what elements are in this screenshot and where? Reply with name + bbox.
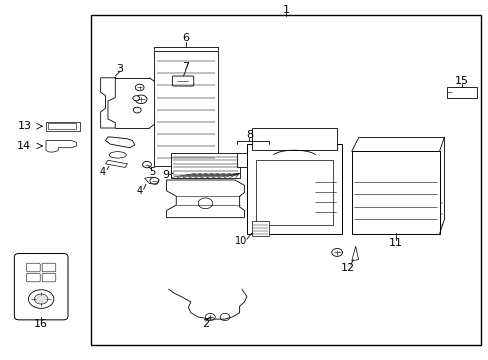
Polygon shape [351,246,358,261]
Circle shape [135,95,147,104]
Text: 16: 16 [34,319,48,329]
Text: 15: 15 [454,76,468,86]
Circle shape [150,177,158,184]
Circle shape [28,290,54,309]
Text: 6: 6 [182,33,189,43]
Bar [48,123,76,130]
Text: 1: 1 [282,5,289,15]
Bar [251,221,268,235]
Polygon shape [237,153,268,167]
Circle shape [220,314,229,320]
Text: 11: 11 [388,238,402,248]
FancyBboxPatch shape [26,273,40,282]
Circle shape [142,161,151,168]
Circle shape [133,107,141,113]
Bar [351,151,439,234]
Bar [91,15,480,345]
Polygon shape [144,177,159,184]
FancyBboxPatch shape [26,263,40,272]
Text: 4: 4 [136,186,142,197]
Text: 7: 7 [182,62,189,72]
Bar [246,144,341,234]
Text: 3: 3 [117,64,123,74]
Polygon shape [154,51,217,166]
Polygon shape [105,137,135,148]
Polygon shape [166,180,244,218]
Ellipse shape [109,152,126,158]
Bar [446,87,476,98]
Text: 8: 8 [245,130,252,140]
FancyBboxPatch shape [42,263,56,272]
Bar [255,160,332,225]
Text: 9: 9 [162,170,169,180]
Polygon shape [46,140,76,152]
Text: 14: 14 [17,141,31,151]
Circle shape [198,198,212,209]
Text: 5: 5 [148,167,155,177]
Circle shape [34,294,48,304]
Text: 12: 12 [340,263,354,273]
FancyBboxPatch shape [42,273,56,282]
Circle shape [135,84,144,91]
Circle shape [331,248,342,256]
FancyBboxPatch shape [14,253,68,320]
FancyBboxPatch shape [172,76,193,86]
Bar [251,128,336,149]
Circle shape [133,96,140,101]
Polygon shape [105,160,127,167]
Circle shape [205,314,215,320]
Text: 10: 10 [234,236,247,246]
Text: 4: 4 [100,167,106,177]
Text: 13: 13 [18,121,31,131]
Bar [171,153,239,178]
Text: 2: 2 [202,319,209,329]
Bar [46,122,80,131]
